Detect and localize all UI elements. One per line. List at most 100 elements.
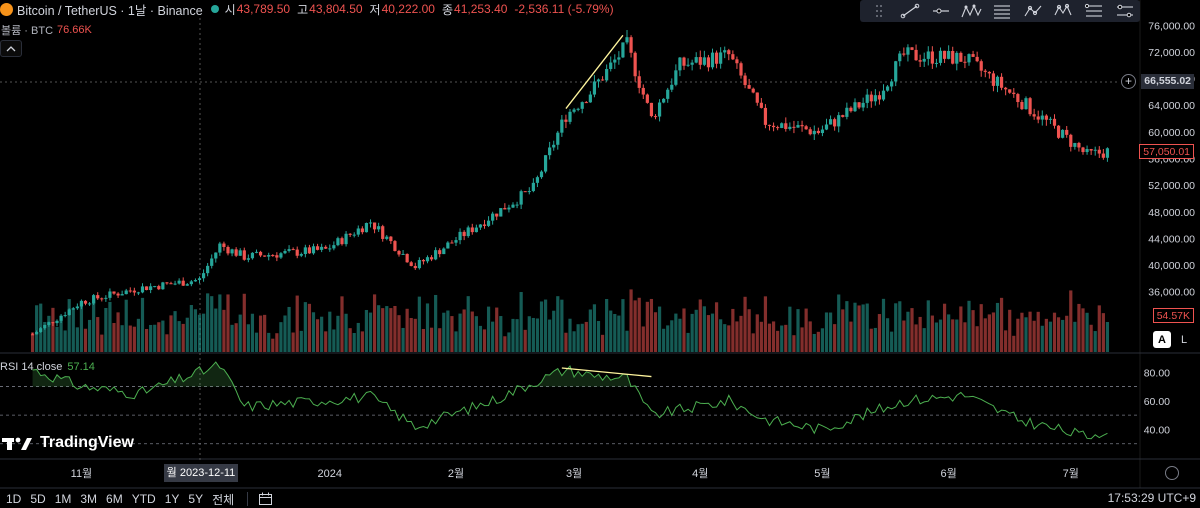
candle-body xyxy=(588,94,592,103)
candle-body xyxy=(938,50,943,63)
calendar-icon[interactable] xyxy=(258,492,274,506)
time-axis[interactable]: 11월12월20242월3월4월5월6월7월 xyxy=(71,467,1079,480)
volume-bar xyxy=(55,326,59,352)
candle-body xyxy=(140,286,145,293)
gear-icon[interactable] xyxy=(1165,466,1179,480)
candle-body xyxy=(254,251,259,253)
candle-body xyxy=(1044,115,1048,120)
crosshair-date-badge: 월 2023-12-11 xyxy=(164,464,238,482)
candle-body xyxy=(161,282,165,290)
range-ytd[interactable]: YTD xyxy=(131,492,156,506)
xabcd-icon[interactable] xyxy=(1048,0,1079,22)
log-scale-button[interactable]: L xyxy=(1180,333,1188,346)
candle-body xyxy=(947,50,951,59)
range-1m[interactable]: 1M xyxy=(54,492,72,506)
candle-body xyxy=(169,283,173,285)
drag-handle-icon[interactable] xyxy=(864,0,895,22)
volume-bar xyxy=(942,303,947,352)
volume-bar xyxy=(434,294,438,352)
volume-bar xyxy=(482,329,487,352)
volume-bar xyxy=(576,324,580,352)
candle-body xyxy=(560,119,564,133)
candle-body xyxy=(234,249,238,256)
chevron-up-icon[interactable] xyxy=(0,40,22,57)
range-6m[interactable]: 6M xyxy=(106,492,123,506)
candlesticks xyxy=(30,30,1110,336)
volume-bar xyxy=(885,318,890,352)
candle-body xyxy=(1097,149,1101,154)
symbol-title[interactable]: Bitcoin / TetherUS · 1날 · Binance xyxy=(17,3,203,18)
time-axis-label: 2024 xyxy=(318,468,342,480)
candle-body xyxy=(751,88,755,93)
volume-bar xyxy=(454,331,458,352)
volume-bar xyxy=(527,316,531,352)
horizontal-ray-icon[interactable] xyxy=(925,0,956,22)
tradingview-logo-icon xyxy=(2,437,32,450)
candle-body xyxy=(763,107,768,125)
clock-readout[interactable]: 17:53:29 UTC+9 xyxy=(1107,491,1196,505)
tradingview-logo[interactable]: TradingView xyxy=(2,434,134,452)
candle-body xyxy=(812,130,816,135)
volume-bar xyxy=(67,299,71,352)
rsi-legend[interactable]: RSI 14 close 57.14 xyxy=(0,361,95,373)
volume-bar xyxy=(710,313,715,352)
volume-bar xyxy=(796,309,800,352)
volume-bar xyxy=(446,310,450,352)
volume-bar xyxy=(739,315,743,352)
volume-bar xyxy=(515,319,519,352)
pattern-icon[interactable] xyxy=(956,0,987,22)
range-1d[interactable]: 1D xyxy=(6,492,22,506)
volume-bar xyxy=(564,332,568,352)
volume-bar xyxy=(1004,330,1008,352)
candle-body xyxy=(629,37,633,53)
candle-body xyxy=(1012,92,1016,95)
volume-bar xyxy=(226,294,230,352)
volume-bar xyxy=(283,315,287,352)
volume-bar xyxy=(409,317,413,352)
volume-legend[interactable]: 볼륨 · BTC 76.66K xyxy=(1,22,92,38)
volume-bar xyxy=(124,299,128,352)
volume-bar xyxy=(413,318,417,352)
candle-body xyxy=(535,177,540,183)
range-3m[interactable]: 3M xyxy=(80,492,98,506)
candle-body xyxy=(482,224,487,226)
volume-bar xyxy=(352,332,356,352)
volume-bar xyxy=(332,329,336,352)
candle-body xyxy=(979,61,983,71)
range-1y[interactable]: 1Y xyxy=(164,492,180,506)
candle-body xyxy=(79,300,84,307)
range-5d[interactable]: 5D xyxy=(30,492,46,506)
candle-body xyxy=(942,50,947,59)
volume-bar xyxy=(1061,319,1065,352)
add-alert-button[interactable]: + xyxy=(1121,74,1136,89)
volume-bar xyxy=(763,296,768,352)
candle-body xyxy=(495,213,499,217)
auto-scale-button[interactable]: A xyxy=(1153,331,1171,348)
volume-bar xyxy=(706,315,711,352)
candle-body xyxy=(87,303,92,305)
elliott-wave-icon[interactable] xyxy=(1109,0,1140,22)
volume-bar xyxy=(503,336,507,352)
volume-bar xyxy=(165,334,169,352)
trend-line-icon[interactable] xyxy=(895,0,926,22)
fib-retracement-icon[interactable] xyxy=(987,0,1018,22)
candle-body xyxy=(649,102,654,117)
volume-label: 볼륨 · BTC xyxy=(1,25,54,37)
range-5y[interactable]: 5Y xyxy=(188,492,204,506)
volume-bar xyxy=(397,315,401,352)
parallel-lines-icon[interactable] xyxy=(1079,0,1110,22)
volume-bar xyxy=(698,299,702,352)
path-icon[interactable] xyxy=(1017,0,1048,22)
low-value: 40,222.00 xyxy=(381,2,435,16)
candle-body xyxy=(271,255,275,257)
range-all[interactable]: 전체 xyxy=(212,492,235,507)
volume-bar xyxy=(963,322,967,352)
rsi-trend-line-drawing xyxy=(561,367,652,378)
candle-body xyxy=(462,231,466,237)
volume-bar xyxy=(584,321,588,352)
volume-bar xyxy=(1085,312,1089,352)
volume-bar xyxy=(393,305,397,352)
volume-bar xyxy=(47,315,51,352)
time-axis-label: 4월 xyxy=(692,467,708,480)
